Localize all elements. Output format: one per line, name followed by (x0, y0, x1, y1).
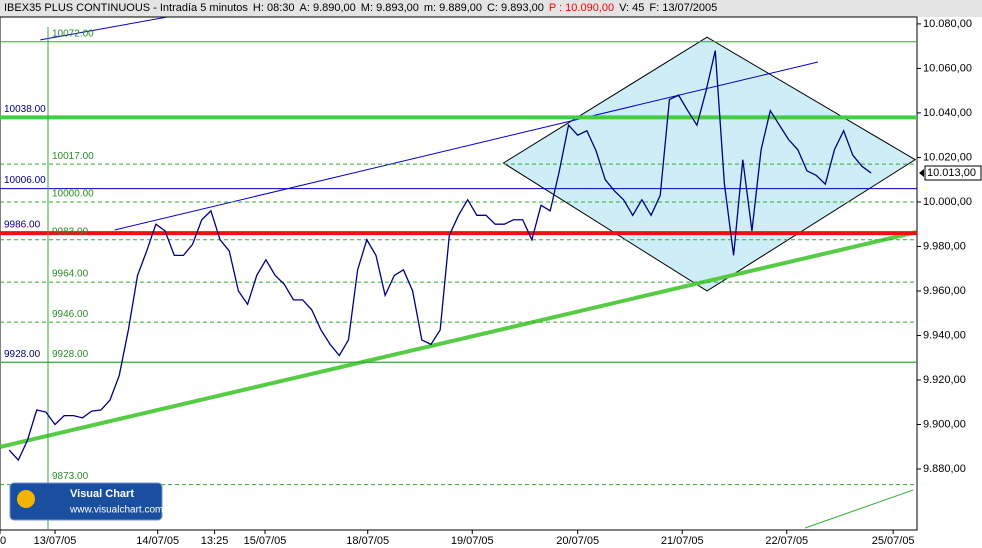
y-tick-label: 10.080,00 (923, 18, 972, 30)
level-label: 9873.00 (52, 471, 89, 482)
x-tick-label: 13:25 (201, 535, 229, 547)
y-tick-label: 9.940,00 (923, 329, 966, 341)
level-label: 10072.00 (52, 28, 94, 39)
header-item: A: 9.890,00 (300, 2, 356, 14)
header-item: IBEX35 PLUS CONTINUOUS - Intradía 5 minu… (4, 2, 248, 14)
logo-title: Visual Chart (70, 488, 134, 500)
header-item: C: 9.893,00 (487, 2, 544, 14)
last-price-arrow (919, 169, 924, 178)
trend-line (0, 230, 917, 449)
header-item: m: 9.889,00 (424, 2, 482, 14)
x-tick-label: 19/07/05 (451, 535, 494, 547)
y-tick-label: 10.020,00 (923, 151, 972, 163)
y-tick-label: 9.880,00 (923, 463, 966, 475)
level-label: 9986.00 (4, 220, 41, 231)
logo-icon (17, 490, 35, 508)
header-item: F: 13/07/2005 (649, 2, 717, 14)
trend-line (40, 17, 171, 41)
y-tick-label: 10.060,00 (923, 62, 972, 74)
level-label: 9928.00 (4, 349, 41, 360)
header-item: P : 10.090,00 (549, 2, 614, 14)
x-tick-label: 18/07/05 (346, 535, 389, 547)
x-tick-label: 14/07/05 (136, 535, 179, 547)
y-tick-label: 9.960,00 (923, 285, 966, 297)
header-item: M: 9.893,00 (361, 2, 419, 14)
x-tick-label: 25/07/05 (872, 535, 915, 547)
level-label: 10006.00 (4, 175, 46, 186)
level-label: 10017.00 (52, 151, 94, 162)
header-item: V: 45 (619, 2, 644, 14)
trend-line (804, 489, 914, 529)
last-price-label: 10.013,00 (927, 167, 976, 179)
level-label: 9964.00 (52, 269, 89, 280)
logo-url: www.visualchart.com (69, 505, 163, 516)
y-tick-label: 9.900,00 (923, 418, 966, 430)
level-label: 9983.00 (52, 226, 89, 237)
x-tick-label: 0 (0, 535, 6, 547)
x-tick-label: 21/07/05 (661, 535, 704, 547)
x-tick-label: 20/07/05 (556, 535, 599, 547)
level-label: 10038.00 (4, 104, 46, 115)
y-tick-label: 9.920,00 (923, 374, 966, 386)
header-item: H: 08:30 (253, 2, 295, 14)
x-tick-label: 22/07/05 (765, 535, 808, 547)
level-label: 9928.00 (52, 349, 89, 360)
plot-layer (0, 17, 917, 530)
x-tick-label: 13/07/05 (34, 535, 77, 547)
header: IBEX35 PLUS CONTINUOUS - Intradía 5 minu… (4, 2, 717, 14)
x-tick-label: 15/07/05 (244, 535, 287, 547)
header-bar (0, 0, 982, 17)
last-price-box (924, 165, 982, 181)
y-tick-label: 10.000,00 (923, 196, 972, 208)
y-tick-label: 9.980,00 (923, 240, 966, 252)
logo-box (9, 482, 163, 521)
y-tick-label: 10.040,00 (923, 107, 972, 119)
level-label: 10000.00 (52, 189, 94, 200)
overlay: 10072.00 10038.00 10017.00 10006.00 10000.00… (0, 18, 982, 547)
level-label: 9946.00 (52, 309, 89, 320)
price-line (8, 50, 872, 462)
